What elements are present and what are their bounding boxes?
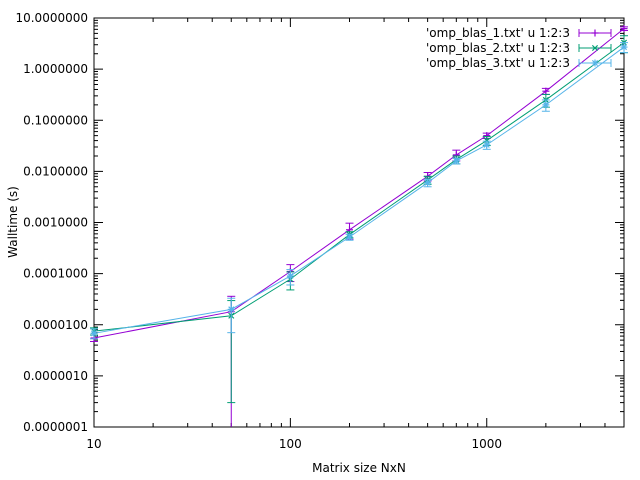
legend-swatch xyxy=(578,44,612,52)
marker-stroke xyxy=(90,330,98,337)
series-1 xyxy=(90,25,628,427)
y-tick-label: 0.0000010 xyxy=(23,369,88,383)
plot-frame xyxy=(93,17,625,428)
data-point xyxy=(90,329,98,337)
data-point xyxy=(620,43,628,51)
x-axis-label: Matrix size NxN xyxy=(312,461,406,475)
y-tick-label: 0.0001000 xyxy=(23,267,88,281)
marker-stroke xyxy=(346,233,353,241)
x-tick-label: 10 xyxy=(86,437,101,451)
legend-swatch xyxy=(578,59,612,67)
y-tick-label: 0.0000100 xyxy=(23,318,88,332)
error-bar xyxy=(227,297,236,334)
data-point xyxy=(286,272,294,280)
marker-stroke xyxy=(620,44,628,51)
legend: 'omp_blas_1.txt' u 1:2:3'omp_blas_2.txt'… xyxy=(426,26,612,70)
marker-stroke xyxy=(591,44,599,52)
x-tick-label: 100 xyxy=(279,437,302,451)
data-point xyxy=(345,233,353,241)
marker-stroke xyxy=(424,179,431,186)
series-line xyxy=(93,46,625,334)
y-tick-label: 1.0000000 xyxy=(23,62,88,76)
x-axis: 10 100 1000 xyxy=(86,18,625,451)
marker-stroke xyxy=(287,272,294,280)
y-tick-label: 0.0100000 xyxy=(23,164,88,178)
marker-stroke xyxy=(542,101,549,108)
series-line xyxy=(93,28,625,339)
y-axis: 0.0000001 0.0000010 0.0000100 0.0001000 0.00… xyxy=(15,11,624,434)
legend-label: 'omp_blas_1.txt' u 1:2:3 xyxy=(426,26,570,40)
data-point xyxy=(542,101,550,109)
x-tick-label: 1000 xyxy=(471,437,502,451)
series-3 xyxy=(90,42,628,340)
marker-stroke xyxy=(228,306,235,313)
marker-stroke xyxy=(591,59,599,67)
y-axis-label: Walltime (s) xyxy=(6,186,20,258)
y-tick-label: 0.1000000 xyxy=(23,113,88,127)
marker-stroke xyxy=(453,157,460,164)
data-point xyxy=(542,87,550,95)
data-point xyxy=(227,305,235,313)
data-point xyxy=(452,157,460,165)
legend-label: 'omp_blas_2.txt' u 1:2:3 xyxy=(426,41,570,55)
y-tick-label: 10.0000000 xyxy=(15,11,88,25)
series-layer xyxy=(90,25,628,427)
series-line xyxy=(93,42,625,332)
marker-stroke xyxy=(483,141,490,148)
legend-swatch xyxy=(578,29,612,37)
legend-label: 'omp_blas_3.txt' u 1:2:3 xyxy=(426,56,570,70)
y-tick-label: 0.0010000 xyxy=(23,216,88,230)
data-point xyxy=(483,141,491,149)
data-point xyxy=(620,25,628,33)
data-point xyxy=(424,179,432,187)
y-tick-label: 0.0000001 xyxy=(23,420,88,434)
